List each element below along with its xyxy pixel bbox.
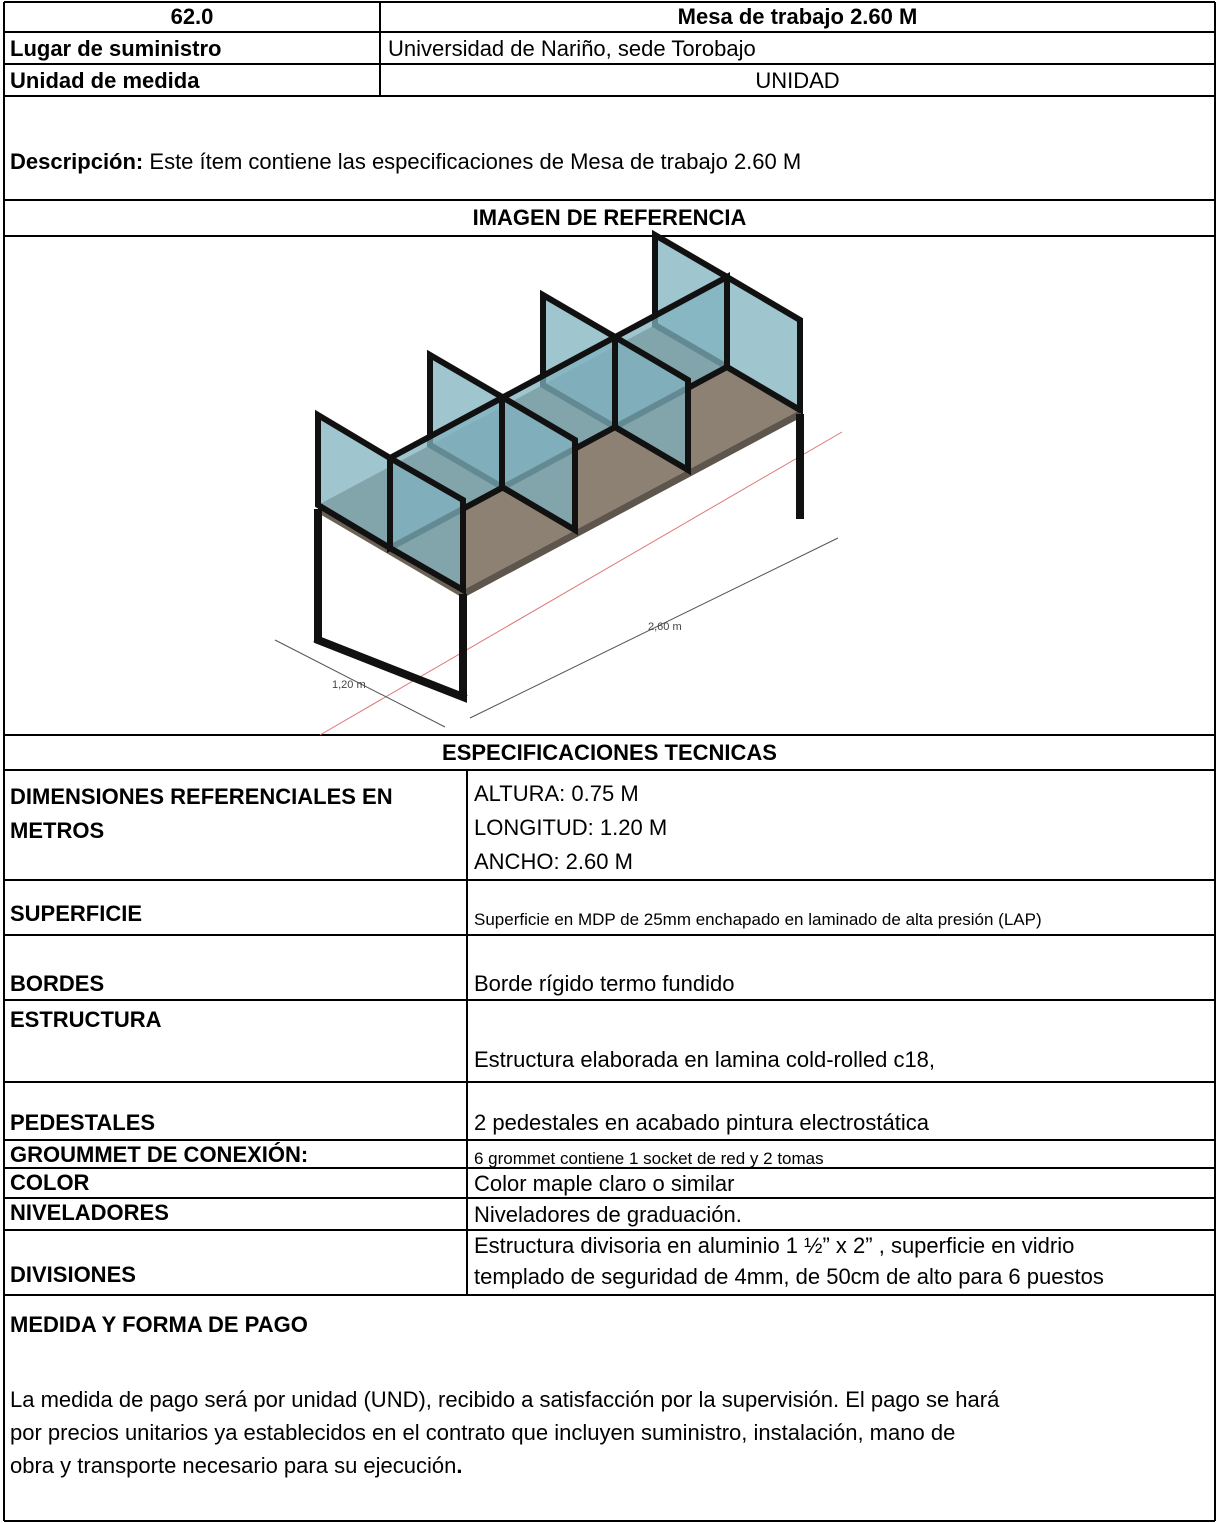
spec-value: Estructura elaborada en lamina cold-roll… <box>474 1047 936 1072</box>
spec-label: GROUMMET DE CONEXIÓN: <box>10 1142 309 1167</box>
spec-value: Superficie en MDP de 25mm enchapado en l… <box>474 910 1042 929</box>
spec-label: DIVISIONES <box>10 1262 136 1287</box>
borders <box>3 1 1216 1522</box>
payment-line: obra y transporte necesario para su ejec… <box>10 1452 463 1480</box>
spec-label: ESTRUCTURA <box>10 1007 162 1032</box>
description-text: Este ítem contiene las especificaciones … <box>149 149 802 174</box>
spec-value: Estructura divisoria en aluminio 1 ½” x … <box>474 1233 1075 1258</box>
spec-value: 6 grommet contiene 1 socket de red y 2 t… <box>474 1149 824 1168</box>
spec-label: DIMENSIONES REFERENCIALES EN METROS <box>10 784 393 843</box>
spec-label: NIVELADORES <box>10 1200 169 1225</box>
item-number: 62.0 <box>170 4 214 29</box>
description-label: Descripción: <box>10 149 144 174</box>
spec-label: SUPERFICIE <box>10 901 143 926</box>
payment-text: obra y transporte necesario para su ejec… <box>10 1453 457 1478</box>
info-value: UNIDAD <box>755 68 840 93</box>
payment-title: MEDIDA Y FORMA DE PAGO <box>10 1312 308 1337</box>
spec-value: ANCHO: 2.60 M <box>474 849 633 874</box>
info-value: Universidad de Nariño, sede Torobajo <box>388 36 756 61</box>
payment-line: La medida de pago será por unidad (UND),… <box>10 1387 1000 1412</box>
spec-value: Niveladores de graduación. <box>474 1202 742 1227</box>
spec-label: COLOR <box>10 1170 90 1195</box>
spec-value: Borde rígido termo fundido <box>474 971 735 996</box>
spec-value: ALTURA: 0.75 M <box>474 781 639 806</box>
spec-value: 2 pedestales en acabado pintura electros… <box>474 1110 929 1135</box>
spec-label: BORDES <box>10 971 105 996</box>
info-label: Unidad de medida <box>10 68 200 93</box>
desk-illustration <box>274 229 843 736</box>
dimension-label: 1,20 m <box>332 679 366 691</box>
info-label: Lugar de suministro <box>10 36 222 61</box>
image-title: IMAGEN DE REFERENCIA <box>472 205 747 230</box>
spec-value: templado de seguridad de 4mm, de 50cm de… <box>474 1264 1104 1289</box>
dimension-label: 2,60 m <box>648 621 682 633</box>
payment-closing: . <box>456 1453 463 1478</box>
spec-value: Color maple claro o similar <box>474 1171 735 1196</box>
spec-label: PEDESTALES <box>10 1110 156 1135</box>
payment-line: por precios unitarios ya establecidos en… <box>10 1420 956 1445</box>
spec-value: LONGITUD: 1.20 M <box>474 815 668 840</box>
specs-title: ESPECIFICACIONES TECNICAS <box>442 740 777 765</box>
item-title: Mesa de trabajo 2.60 M <box>677 4 918 29</box>
description: Descripción: Este ítem contiene las espe… <box>10 148 801 176</box>
